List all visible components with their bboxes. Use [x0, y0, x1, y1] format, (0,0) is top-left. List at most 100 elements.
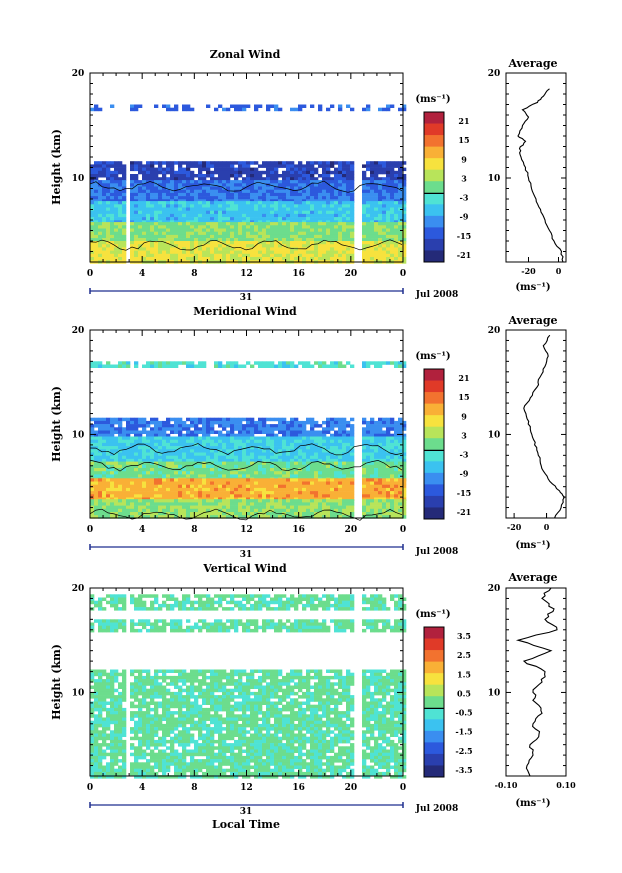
heatmap-cell: [98, 436, 103, 440]
heatmap-cell: [106, 364, 111, 368]
heatmap-cell: [162, 487, 167, 492]
heatmap-cell: [266, 189, 271, 194]
heatmap-cell: [194, 247, 199, 251]
heatmap-cell: [98, 225, 103, 229]
heatmap-cell: [218, 196, 223, 200]
heatmap-cell: [370, 174, 375, 178]
heatmap-cell: [286, 244, 291, 248]
heatmap-cell: [202, 442, 207, 447]
heatmap-cell: [234, 107, 239, 112]
heatmap-cell: [402, 446, 407, 450]
heatmap-cell: [342, 244, 347, 248]
heatmap-cell: [246, 228, 251, 232]
heatmap-cell: [326, 217, 331, 221]
heatmap-cell: [306, 430, 311, 434]
heatmap-cell: [186, 177, 191, 181]
heatmap-cell: [206, 104, 211, 108]
heatmap-cell: [218, 192, 223, 197]
heatmap-cell: [386, 192, 391, 197]
heatmap-cell: [166, 257, 171, 261]
heatmap-cell: [378, 439, 383, 444]
heatmap-cell: [194, 484, 199, 489]
heatmap-cell: [218, 247, 223, 251]
heatmap-cell: [402, 222, 407, 226]
heatmap-cell: [302, 427, 307, 431]
heatmap-cell: [90, 170, 95, 175]
heatmap-cell: [170, 449, 175, 453]
heatmap-cell: [394, 161, 399, 165]
heatmap-cell: [202, 231, 207, 236]
heatmap-cell: [334, 474, 339, 478]
heatmap-cell: [206, 250, 211, 255]
heatmap-cell: [274, 192, 279, 197]
heatmap-cell: [90, 196, 95, 200]
heatmap-cell: [158, 228, 163, 232]
zonal-wind-panel: Zonal Wind Height (km) (ms⁻¹) 31 Jul 200…: [50, 48, 567, 303]
heatmap-cell: [118, 183, 123, 187]
heatmap-cell: [302, 253, 307, 258]
heatmap-cell: [322, 474, 327, 478]
heatmap-cell: [398, 461, 403, 466]
heatmap-cell: [110, 199, 115, 203]
heatmap-cell: [122, 220, 127, 224]
heatmap-cell: [134, 502, 139, 506]
heatmap-cell: [258, 204, 263, 208]
heatmap-cell: [266, 222, 271, 226]
heatmap-cell: [322, 231, 327, 236]
heatmap-cell: [370, 491, 375, 495]
heatmap-cell: [190, 199, 195, 203]
heatmap-cell: [242, 478, 247, 482]
heatmap-cell: [390, 201, 395, 205]
heatmap-cell: [330, 225, 335, 229]
heatmap-cell: [318, 461, 323, 466]
heatmap-cell: [94, 217, 99, 221]
heatmap-cell: [314, 204, 319, 208]
heatmap-cell: [242, 427, 247, 431]
heatmap-cell: [258, 196, 263, 200]
heatmap-cell: [206, 186, 211, 190]
heatmap-cell: [278, 186, 283, 190]
heatmap-cell: [182, 186, 187, 190]
heatmap-cell: [258, 220, 263, 224]
heatmap-cell: [182, 471, 187, 475]
heatmap-cell: [202, 471, 207, 475]
heatmap-cell: [238, 164, 243, 168]
heatmap-cell: [186, 439, 191, 444]
heatmap-cell: [190, 439, 195, 444]
heatmap-cell: [206, 225, 211, 229]
heatmap-cell: [150, 186, 155, 190]
heatmap-cell: [270, 430, 275, 434]
heatmap-cell: [278, 192, 283, 197]
heatmap-cell: [374, 449, 379, 453]
heatmap-cell: [174, 177, 179, 181]
heatmap-cell: [162, 207, 167, 211]
heatmap-cell: [186, 464, 191, 469]
heatmap-cell: [162, 238, 167, 242]
heatmap-cell: [154, 481, 159, 485]
heatmap-cell: [150, 458, 155, 463]
heatmap-cell: [254, 446, 259, 450]
heatmap-cell: [234, 491, 239, 495]
heatmap-cell: [310, 220, 315, 224]
heatmap-cell: [362, 213, 367, 218]
heatmap-cell: [402, 210, 407, 215]
heatmap-cell: [334, 207, 339, 211]
heatmap-cell: [102, 244, 107, 248]
heatmap-cell: [162, 177, 167, 181]
heatmap-cell: [186, 231, 191, 236]
heatmap-cell: [90, 487, 95, 492]
heatmap-cell: [146, 238, 151, 242]
heatmap-cell: [402, 253, 407, 258]
heatmap-cell: [194, 417, 199, 422]
heatmap-cell: [302, 461, 307, 466]
heatmap-cell: [346, 167, 351, 172]
heatmap-cell: [106, 253, 111, 258]
heatmap-cell: [98, 231, 103, 236]
heatmap-cell: [170, 468, 175, 472]
heatmap-cell: [186, 180, 191, 184]
heatmap-cell: [94, 461, 99, 466]
heatmap-cell: [346, 455, 351, 460]
heatmap-cell: [202, 201, 207, 205]
heatmap-cell: [194, 474, 199, 478]
heatmap-cell: [306, 461, 311, 466]
